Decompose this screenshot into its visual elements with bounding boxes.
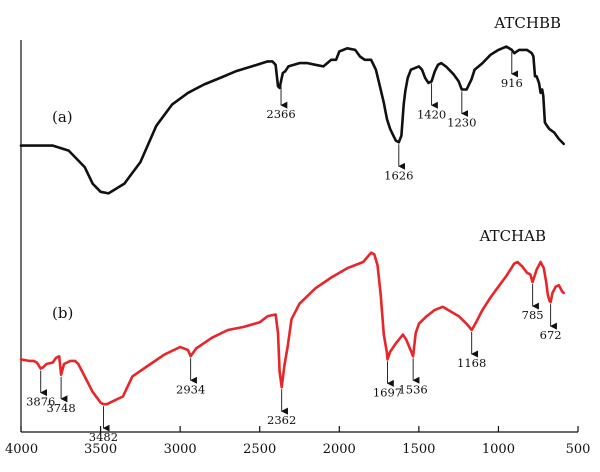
x-tick-label: 500 [566,442,591,457]
x-tick-label: 1500 [402,442,435,457]
peak-label: 1230 [447,116,476,130]
peak-label: 3748 [46,401,75,415]
series-name-label: ATCHBB [493,14,561,32]
series-line-atchbb [19,45,565,195]
x-tick-label: 1000 [482,442,515,457]
axes: 4000 3500 3000 2500 2000 1500 1000 500 [5,40,590,457]
peak-label: 2366 [266,107,295,121]
peak-label: 1697 [373,385,402,399]
peak-label: 916 [501,76,523,90]
plot-area: ATCHBB (a) ATCHAB (b) [19,14,565,406]
x-tick-label: 4000 [5,442,38,457]
x-tick-label: 2500 [243,442,276,457]
x-tick-label: 3500 [84,442,117,457]
series-line-atchab [19,251,565,406]
panel-label: (b) [52,304,73,322]
panel-label: (a) [52,108,73,126]
peak-label: 1536 [398,382,427,396]
peak-label: 2934 [176,382,205,396]
peak-label: 1420 [417,107,446,121]
peak-label: 1168 [457,356,486,370]
x-tick-label: 3000 [164,442,197,457]
peak-label: 672 [540,328,562,342]
x-tick-label: 2000 [323,442,356,457]
peak-label: 2362 [267,413,296,427]
peak-label: 1626 [384,168,413,182]
peak-label: 3876 [26,395,55,409]
peak-label: 785 [522,308,544,322]
peak-label: 3482 [89,430,118,444]
series-name-label: ATCHAB [479,227,546,245]
